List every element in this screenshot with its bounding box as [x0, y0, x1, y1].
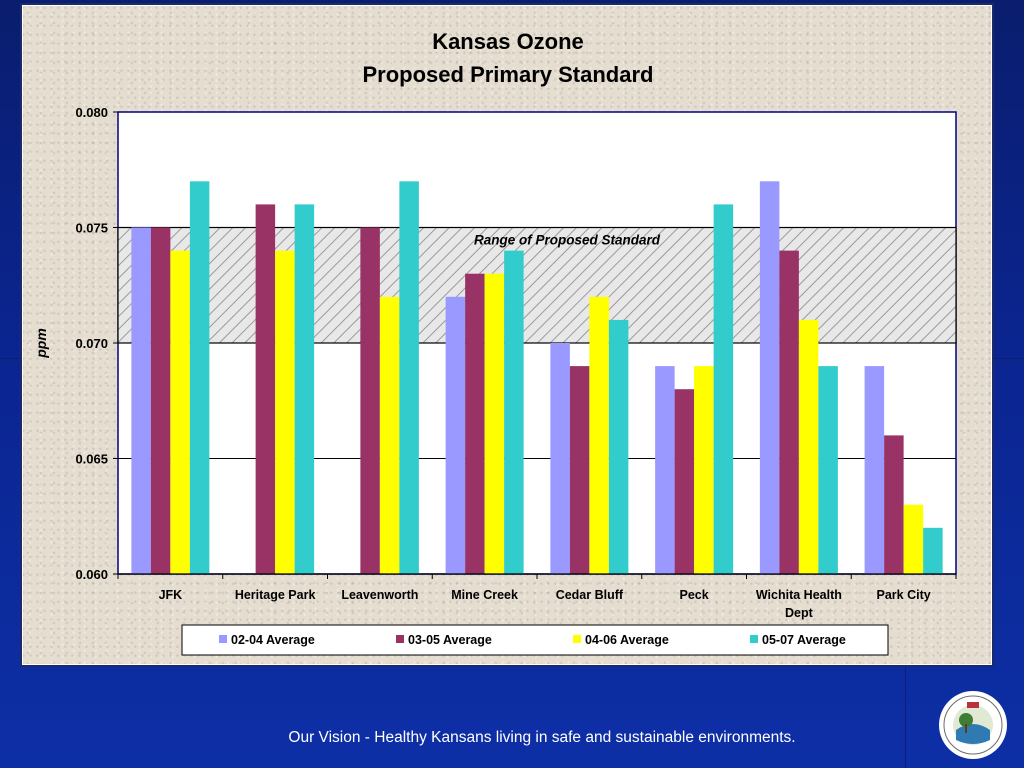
- bar: [255, 204, 276, 574]
- y-tick-label: 0.070: [75, 336, 108, 351]
- bar: [674, 389, 695, 574]
- x-category-label: Wichita Health: [756, 588, 842, 602]
- vision-statement: Our Vision - Healthy Kansans living in s…: [288, 729, 796, 746]
- legend-swatch: [219, 635, 227, 643]
- bar: [170, 250, 190, 574]
- x-category-label: JFK: [159, 588, 183, 602]
- bar: [903, 504, 924, 574]
- chart-title-line-2: Proposed Primary Standard: [363, 62, 654, 87]
- y-tick-label: 0.080: [75, 105, 108, 120]
- bar: [779, 250, 799, 574]
- legend-swatch: [573, 635, 581, 643]
- bar: [655, 366, 675, 574]
- x-category-label: Mine Creek: [451, 588, 518, 602]
- bar: [713, 204, 734, 574]
- bar: [923, 527, 943, 574]
- bar: [864, 366, 885, 574]
- y-tick-label: 0.065: [75, 452, 108, 467]
- bar: [131, 227, 151, 574]
- bar: [484, 273, 505, 574]
- x-category-label: Park City: [877, 588, 931, 602]
- bar: [694, 366, 714, 574]
- legend-swatch: [396, 635, 404, 643]
- bar: [445, 296, 466, 574]
- x-category-label: Cedar Bluff: [556, 588, 624, 602]
- bar: [818, 366, 838, 574]
- y-tick-label: 0.075: [75, 221, 108, 236]
- bar: [798, 319, 819, 574]
- legend-swatch: [750, 635, 758, 643]
- bar: [608, 319, 629, 574]
- bar: [379, 296, 400, 574]
- y-tick-label: 0.060: [75, 567, 108, 582]
- bar: [150, 227, 171, 574]
- bar: [589, 296, 609, 574]
- x-category-label: Heritage Park: [235, 588, 316, 602]
- bar: [504, 250, 524, 574]
- bar: [399, 181, 419, 575]
- x-category-label: Leavenworth: [341, 588, 418, 602]
- legend-label: 05-07 Average: [762, 633, 846, 647]
- legend: [181, 624, 889, 656]
- legend-label: 02-04 Average: [231, 633, 315, 647]
- bar: [759, 181, 780, 575]
- chart-title-line-1: Kansas Ozone: [432, 29, 584, 54]
- x-category-label: Peck: [680, 588, 709, 602]
- kdhe-seal-icon: [939, 691, 1007, 759]
- bar: [189, 181, 210, 575]
- bar: [550, 343, 570, 574]
- legend-label: 03-05 Average: [408, 633, 492, 647]
- legend-label: 04-06 Average: [585, 633, 669, 647]
- bar: [884, 435, 904, 574]
- bar: [465, 273, 485, 574]
- range-band-label: Range of Proposed Standard: [474, 233, 661, 248]
- bar: [569, 366, 590, 574]
- ozone-bar-chart: Kansas Ozone Proposed Primary Standard R…: [33, 29, 957, 656]
- chart-panel: Kansas Ozone Proposed Primary Standard R…: [22, 5, 992, 665]
- bar: [360, 227, 380, 574]
- bar: [294, 204, 315, 574]
- bar: [275, 250, 295, 574]
- x-category-label: Dept: [785, 606, 814, 620]
- y-axis-label: ppm: [33, 328, 49, 359]
